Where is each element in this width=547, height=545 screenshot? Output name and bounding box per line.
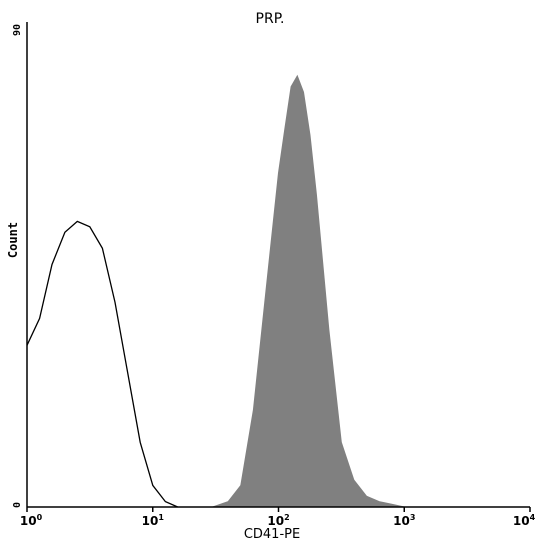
plot-area <box>26 74 405 508</box>
x-tick-label: 101 <box>142 513 165 528</box>
x-ticks: 100 101 102 103 104 <box>20 507 536 528</box>
x-axis-label: CD41-PE <box>244 527 300 542</box>
y-tick-label: 90 <box>12 24 23 36</box>
x-tick-label: 100 <box>20 513 43 528</box>
outline-histogram-series <box>26 220 178 508</box>
x-tick-label: 103 <box>393 513 415 528</box>
chart-title: PRP. <box>256 11 285 27</box>
x-tick-label: 104 <box>513 513 536 528</box>
y-ticks: 0 90 <box>12 24 23 508</box>
filled-histogram-series <box>212 74 405 508</box>
x-tick-label: 102 <box>267 513 289 528</box>
y-tick-label: 0 <box>12 502 23 508</box>
y-axis-label: Count <box>6 222 20 258</box>
